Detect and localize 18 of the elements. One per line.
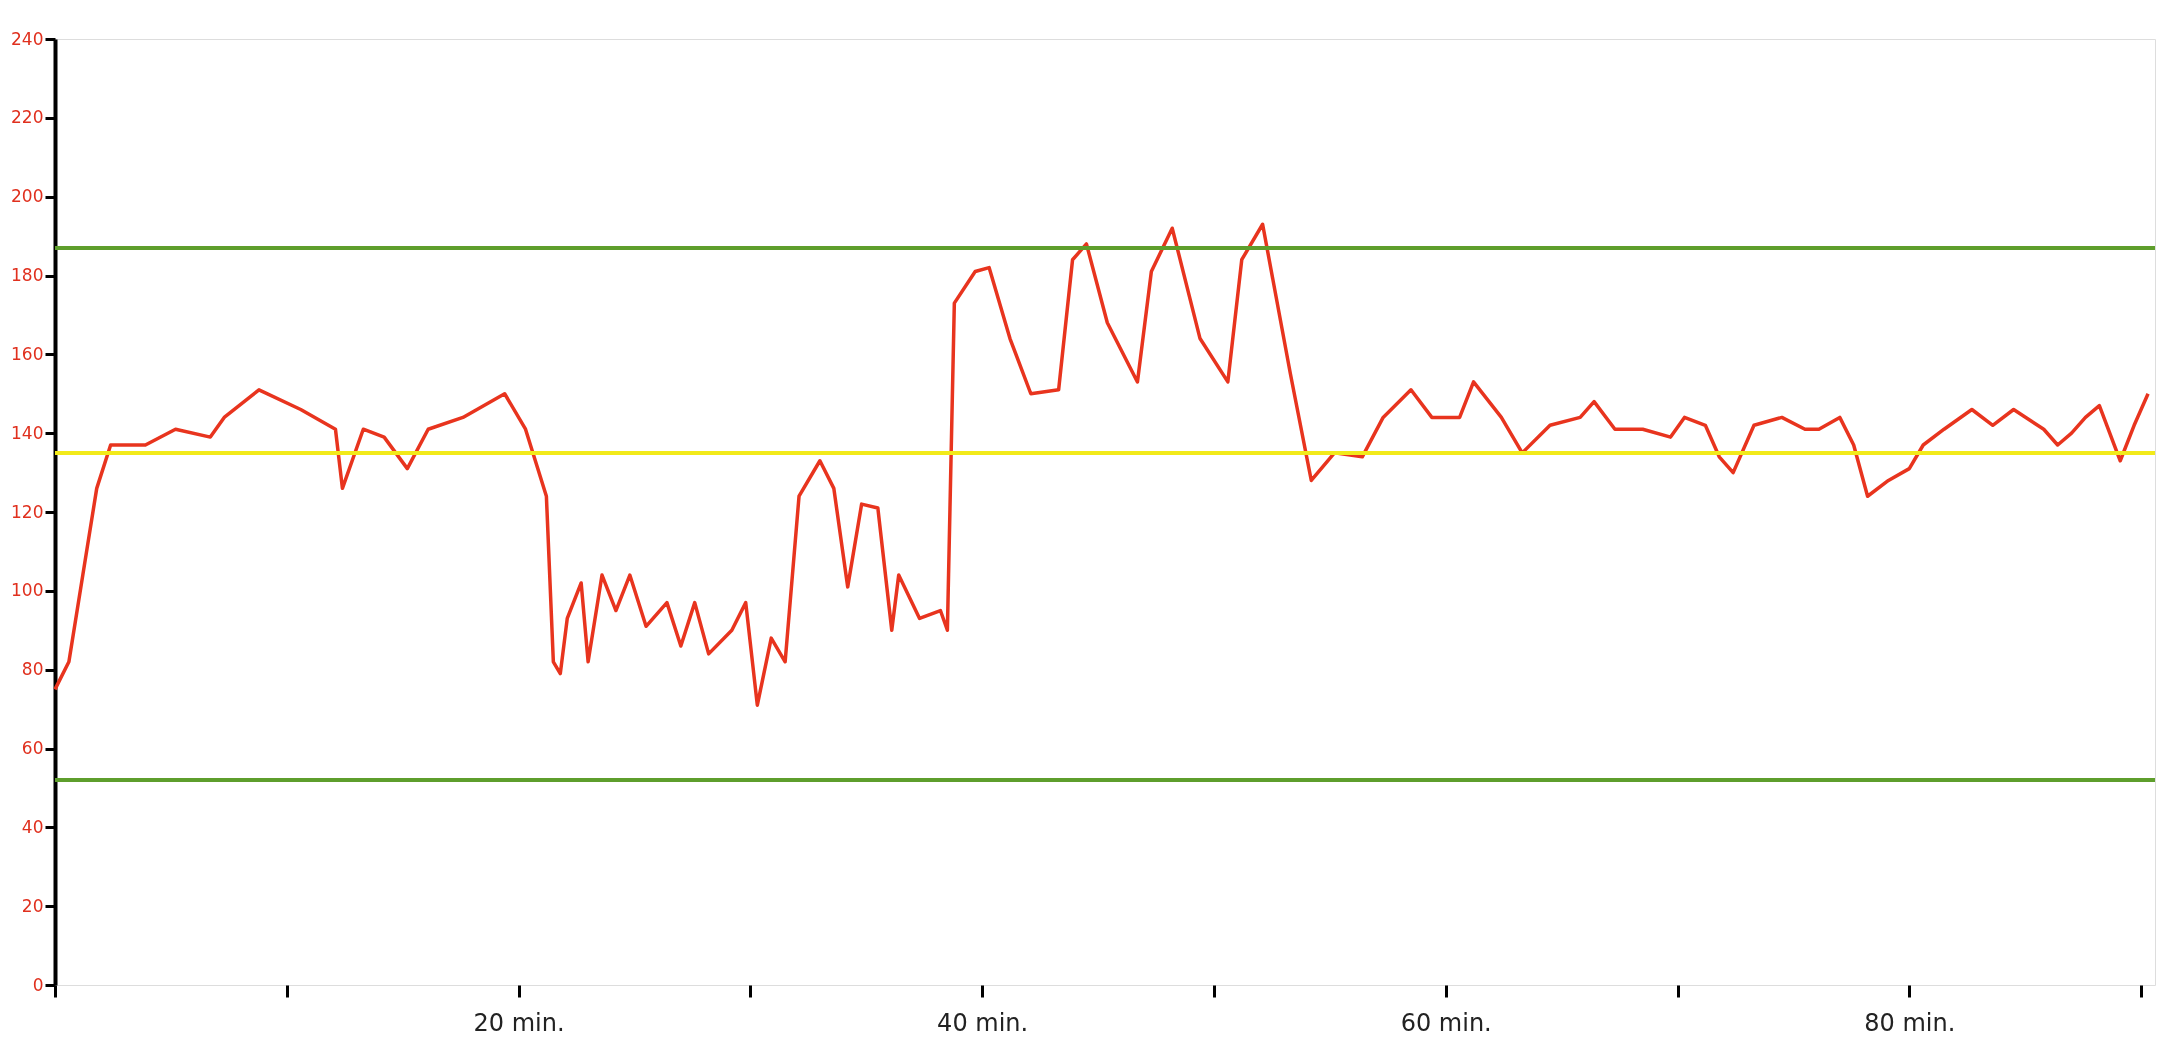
- y-tick-label: 40: [21, 816, 44, 837]
- x-tick-label: 60 min.: [1400, 1008, 1492, 1037]
- y-tick-label: 80: [21, 659, 44, 680]
- x-tick-label: 80 min.: [1864, 1008, 1956, 1037]
- y-tick-label: 200: [11, 186, 44, 207]
- y-tick-label: 20: [21, 895, 44, 916]
- line-series: [53, 222, 2150, 707]
- y-tick-label: 240: [11, 28, 44, 49]
- y-tick-label: 180: [11, 265, 44, 285]
- y-tick-label: 60: [21, 738, 44, 758]
- y-tick-label: 220: [11, 107, 44, 128]
- x-tick-label: 20 min.: [473, 1008, 565, 1037]
- y-tick-label: 140: [11, 422, 44, 443]
- y-tick-label: 120: [11, 501, 44, 522]
- y-tick-label: 100: [11, 580, 44, 601]
- x-tick-label: 40 min.: [937, 1008, 1029, 1037]
- y-tick-label: 0: [32, 974, 44, 995]
- y-tick-label: 160: [11, 343, 44, 364]
